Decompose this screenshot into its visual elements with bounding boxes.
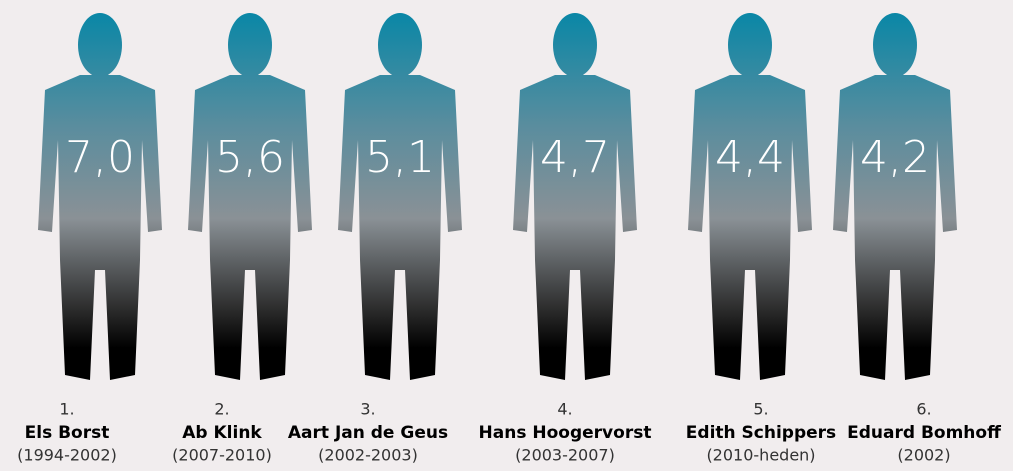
years: (2010-heden) xyxy=(706,446,815,465)
silhouette-body xyxy=(513,75,637,380)
silhouette-body xyxy=(338,75,462,380)
infographic: 7,0 1. Els Borst (1994-2002) 5,6 2. Ab Klink (2… xyxy=(0,0,1013,471)
name: Ab Klink xyxy=(182,423,262,443)
rank: 5. xyxy=(753,400,768,419)
rank: 2. xyxy=(214,400,229,419)
silhouette-head xyxy=(378,13,422,77)
silhouette-head xyxy=(873,13,917,77)
name: Edith Schippers xyxy=(686,423,836,443)
score: 4,2 xyxy=(860,132,930,183)
silhouette-body xyxy=(688,75,812,380)
name: Els Borst xyxy=(25,423,110,443)
silhouette-head xyxy=(553,13,597,77)
years: (1994-2002) xyxy=(17,446,117,465)
years: (2007-2010) xyxy=(172,446,272,465)
years: (2002) xyxy=(897,446,950,465)
rank: 3. xyxy=(360,400,375,419)
score: 5,1 xyxy=(365,132,435,183)
silhouette-head xyxy=(228,13,272,77)
silhouette-head xyxy=(728,13,772,77)
name: Hans Hoogervorst xyxy=(479,423,652,443)
rank: 4. xyxy=(557,400,572,419)
score: 5,6 xyxy=(215,132,285,183)
silhouette-head xyxy=(78,13,122,77)
years: (2002-2003) xyxy=(318,446,418,465)
score: 4,7 xyxy=(540,132,610,183)
silhouette-body xyxy=(833,75,957,380)
name: Aart Jan de Geus xyxy=(288,423,448,443)
rank: 1. xyxy=(59,400,74,419)
silhouette-body xyxy=(188,75,312,380)
name: Eduard Bomhoff xyxy=(847,423,1001,443)
silhouette-body xyxy=(38,75,162,380)
rank: 6. xyxy=(916,400,931,419)
score: 7,0 xyxy=(65,132,135,183)
score: 4,4 xyxy=(715,132,785,183)
years: (2003-2007) xyxy=(515,446,615,465)
